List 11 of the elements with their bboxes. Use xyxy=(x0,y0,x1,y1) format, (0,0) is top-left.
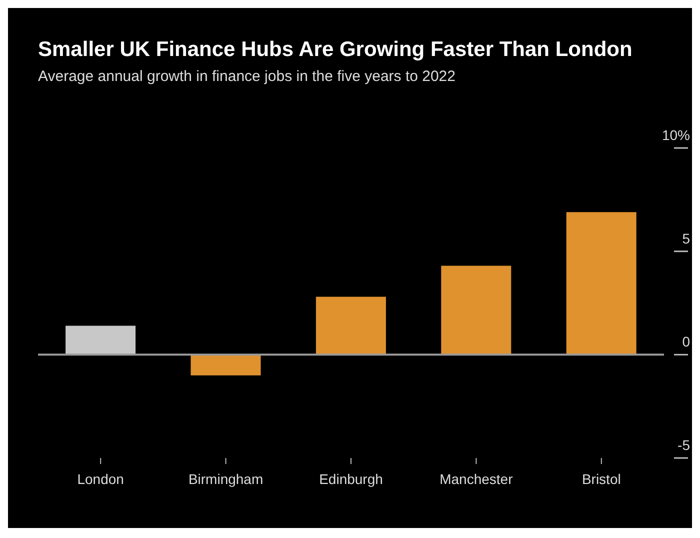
x-tick-label: Bristol xyxy=(582,470,621,487)
y-tick-label: -5 xyxy=(678,437,690,453)
x-tick-label: Birmingham xyxy=(188,470,264,487)
y-tick-label: 5 xyxy=(682,230,690,246)
x-tick-label: London xyxy=(77,470,124,487)
chart-title: Smaller UK Finance Hubs Are Growing Faster Than London xyxy=(38,38,632,62)
y-tick-label: 0 xyxy=(682,334,690,350)
x-tick-label: Manchester xyxy=(440,470,514,487)
x-tick-label: Edinburgh xyxy=(319,470,383,487)
y-tick-label: 10% xyxy=(662,127,690,143)
chart-subtitle: Average annual growth in finance jobs in the five years to 2022 xyxy=(38,68,456,85)
